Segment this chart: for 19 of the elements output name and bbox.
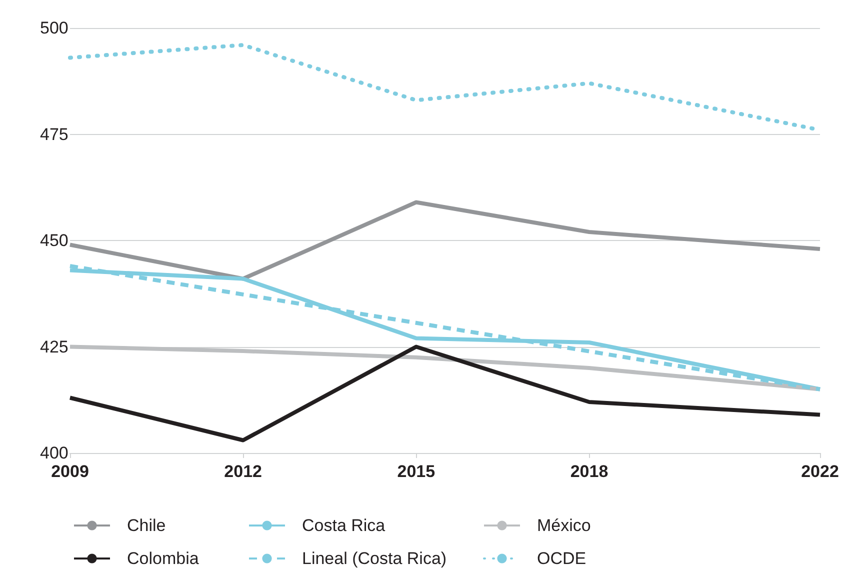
line-series xyxy=(68,344,822,442)
legend-label: Costa Rica xyxy=(302,516,386,535)
y-tick-label: 400 xyxy=(40,444,68,462)
y-tick-label: 475 xyxy=(40,124,68,144)
x-tick-label: 2022 xyxy=(801,462,839,481)
y-tick-label: 450 xyxy=(40,231,68,250)
x-tick-label: 2018 xyxy=(570,462,608,481)
legend-label: OCDE xyxy=(537,549,586,568)
x-tick-label: 2009 xyxy=(51,462,89,481)
legend-label: Lineal (Costa Rica) xyxy=(302,549,447,568)
x-tick-label: 2015 xyxy=(397,462,436,481)
legend-label: México xyxy=(537,516,591,535)
y-tick-label: 500 xyxy=(40,18,68,38)
legend-label: Chile xyxy=(127,516,166,535)
line-series xyxy=(68,200,822,281)
y-tick-label: 425 xyxy=(40,337,68,356)
legend-label: Colombia xyxy=(127,549,200,568)
x-tick-label: 2012 xyxy=(224,462,262,481)
line-series xyxy=(68,344,822,392)
